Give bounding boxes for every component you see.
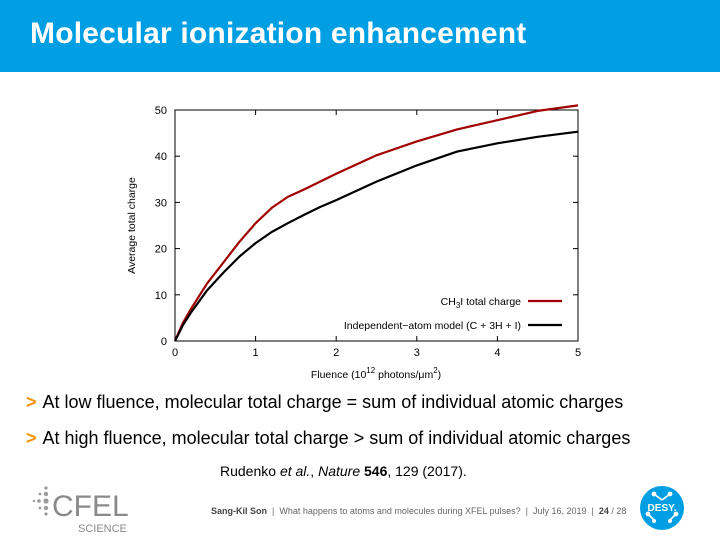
y-tick-label: 40 (155, 151, 167, 163)
series-line-1 (174, 130, 579, 342)
footer-total: 28 (616, 506, 627, 516)
bullet-low-fluence: > At low fluence, molecular total charge … (26, 392, 623, 413)
bullet-high-fluence: > At high fluence, molecular total charge… (26, 428, 630, 449)
cfel-logo: CFEL SCIENCE (32, 486, 129, 535)
legend-label-1: Independent−atom model (C + 3H + I) (344, 320, 521, 332)
y-tick-label: 10 (155, 290, 167, 302)
citation-volume: 546 (364, 463, 388, 479)
citation-authors: Rudenko (220, 463, 280, 479)
x-tick-label: 2 (333, 347, 339, 359)
footer-page: 24 (598, 506, 609, 516)
footer-date: July 16, 2019 (533, 506, 587, 516)
y-tick-label: 0 (161, 336, 167, 348)
bullet-marker: > (26, 428, 37, 448)
bullet-text: At high fluence, molecular total charge … (42, 428, 631, 448)
citation-etal: et al. (279, 463, 311, 479)
x-tick-label: 5 (575, 347, 581, 359)
footer: Sang-Kil Son | What happens to atoms and… (211, 506, 627, 516)
cfel-logo-text: CFEL (52, 490, 129, 523)
y-tick-label: 50 (155, 105, 167, 117)
desy-logo: DESY. (640, 486, 684, 530)
plot-frame (174, 109, 579, 342)
cfel-logo-sub: SCIENCE (78, 523, 127, 535)
footer-talk: What happens to atoms and molecules duri… (279, 506, 521, 516)
y-tick-label: 30 (155, 197, 167, 209)
citation: Rudenko et al., Nature 546, 129 (2017). (220, 463, 467, 479)
x-tick-label: 1 (253, 347, 259, 359)
x-axis-label: Fluence (1012 photons/μm2) (311, 366, 441, 380)
y-tick-label: 20 (155, 244, 167, 256)
citation-rest: , 129 (2017). (387, 463, 467, 479)
x-tick-label: 0 (172, 347, 178, 359)
legend-label-0: CH3I total charge (441, 296, 521, 310)
y-axis-label: Average total charge (126, 177, 138, 274)
cfel-dots-icon (32, 486, 49, 516)
desy-logo-text: DESY. (648, 503, 677, 514)
citation-comma: , (310, 463, 319, 479)
citation-journal: Nature (318, 463, 361, 479)
bullet-text: At low fluence, molecular total charge =… (42, 392, 624, 412)
slide-title: Molecular ionization enhancement (30, 17, 527, 50)
footer-author: Sang-Kil Son (211, 506, 267, 516)
title-banner: Molecular ionization enhancement (0, 0, 720, 72)
bullet-marker: > (26, 392, 37, 412)
x-tick-label: 4 (494, 347, 500, 359)
x-tick-label: 3 (414, 347, 420, 359)
series-line-0 (173, 104, 579, 342)
